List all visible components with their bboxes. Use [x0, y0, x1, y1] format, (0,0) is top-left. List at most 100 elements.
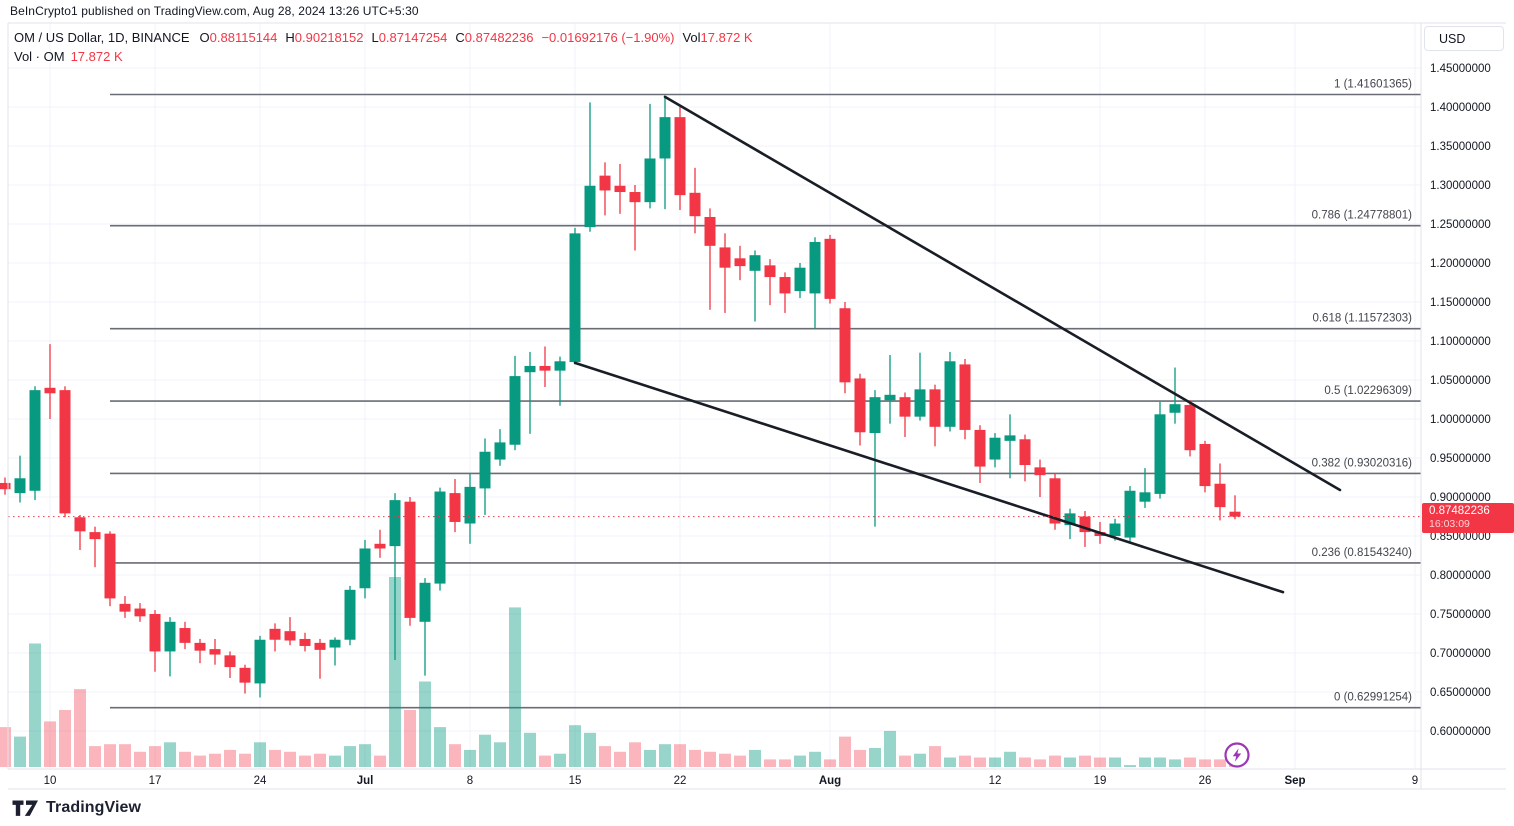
candle-body[interactable] [959, 364, 971, 430]
price-axis-label[interactable]: 1.10000000 [1430, 336, 1491, 348]
candle-body[interactable] [584, 185, 596, 228]
candle-body[interactable] [1154, 414, 1166, 494]
candle-body[interactable] [824, 238, 836, 299]
candle-body[interactable] [44, 387, 56, 394]
symbol-title[interactable]: OM / US Dollar, 1D, BINANCE [14, 30, 190, 45]
date-axis-label[interactable]: 15 [569, 775, 582, 787]
date-axis-label[interactable]: 19 [1094, 775, 1107, 787]
candle-body[interactable] [404, 501, 416, 618]
candle-body[interactable] [119, 603, 131, 612]
candle-body[interactable] [539, 365, 551, 371]
candle-body[interactable] [269, 628, 281, 640]
price-axis-label[interactable]: 1.05000000 [1430, 375, 1491, 387]
date-axis-label[interactable]: Jul [357, 775, 374, 787]
candle-body[interactable] [449, 493, 461, 522]
candle-body[interactable] [734, 258, 746, 267]
price-axis-label[interactable]: 0.95000000 [1430, 453, 1491, 465]
candle-body[interactable] [599, 175, 611, 191]
candle-body[interactable] [629, 192, 641, 203]
candle-body[interactable] [284, 631, 296, 641]
candle-body[interactable] [164, 621, 176, 652]
candle-body[interactable] [929, 389, 941, 427]
candle-body[interactable] [254, 639, 266, 684]
price-axis-label[interactable]: 0.85000000 [1430, 531, 1491, 543]
price-axis-label[interactable]: 0.75000000 [1430, 609, 1491, 621]
candle-body[interactable] [14, 478, 26, 494]
candle-body[interactable] [764, 265, 776, 278]
descending-trendline[interactable] [663, 95, 1342, 492]
date-axis-label[interactable]: 22 [674, 775, 687, 787]
price-axis-label[interactable]: 0.60000000 [1430, 726, 1491, 738]
volume-series-label[interactable]: Vol · OM [14, 49, 65, 64]
date-axis-label[interactable]: Sep [1284, 775, 1305, 787]
candle-body[interactable] [1019, 439, 1031, 466]
candle-body[interactable] [389, 500, 401, 547]
candle-body[interactable] [944, 361, 956, 427]
price-axis-label[interactable]: 1.45000000 [1430, 63, 1491, 75]
descending-trendline[interactable] [573, 361, 1285, 594]
candle-body[interactable] [299, 638, 311, 646]
candle-body[interactable] [464, 486, 476, 524]
price-axis-label[interactable]: 1.25000000 [1430, 219, 1491, 231]
candle-body[interactable] [419, 582, 431, 622]
tradingview-logo[interactable]: TradingView [12, 799, 141, 817]
candle-body[interactable] [1139, 492, 1151, 502]
price-axis-label[interactable]: 0.70000000 [1430, 648, 1491, 660]
candle-body[interactable] [914, 389, 926, 417]
candle-body[interactable] [554, 361, 566, 371]
date-axis-label[interactable]: 12 [989, 775, 1002, 787]
candle-body[interactable] [1079, 516, 1091, 533]
date-axis-label[interactable]: Aug [819, 775, 841, 787]
date-axis-label[interactable]: 17 [149, 775, 162, 787]
candle-body[interactable] [809, 241, 821, 294]
candle-body[interactable] [974, 429, 986, 467]
candle-body[interactable] [434, 491, 446, 584]
candle-body[interactable] [194, 642, 206, 651]
price-axis-label[interactable]: 1.35000000 [1430, 141, 1491, 153]
candle-body[interactable] [569, 233, 581, 363]
candle-body[interactable] [899, 397, 911, 417]
candle-body[interactable] [749, 255, 761, 271]
candle-body[interactable] [869, 397, 881, 434]
candle-body[interactable] [359, 548, 371, 589]
candle-body[interactable] [1199, 443, 1211, 487]
candle-body[interactable] [509, 376, 521, 445]
candle-body[interactable] [704, 216, 716, 246]
candle-body[interactable] [104, 533, 116, 599]
candle-body[interactable] [659, 117, 671, 159]
candle-body[interactable] [209, 649, 221, 655]
date-axis-label[interactable]: 8 [467, 775, 473, 787]
price-axis-label[interactable]: 0.90000000 [1430, 492, 1491, 504]
candle-body[interactable] [149, 614, 161, 652]
candle-body[interactable] [674, 117, 686, 196]
candle-body[interactable] [1169, 404, 1181, 413]
candle-body[interactable] [374, 543, 386, 549]
currency-toggle-button[interactable]: USD [1424, 26, 1504, 51]
candle-body[interactable] [1214, 483, 1226, 508]
candle-body[interactable] [479, 451, 491, 489]
candle-body[interactable] [224, 655, 236, 668]
candle-body[interactable] [719, 247, 731, 268]
candle-body[interactable] [1229, 511, 1241, 517]
candle-body[interactable] [239, 667, 251, 683]
price-axis-label[interactable]: 0.80000000 [1430, 570, 1491, 582]
candle-body[interactable] [854, 378, 866, 433]
candle-body[interactable] [1064, 513, 1076, 526]
candle-body[interactable] [839, 308, 851, 383]
candle-body[interactable] [1124, 490, 1136, 538]
candle-body[interactable] [89, 532, 101, 540]
price-axis-label[interactable]: 1.40000000 [1430, 102, 1491, 114]
candle-body[interactable] [989, 437, 1001, 460]
candle-body[interactable] [179, 628, 191, 643]
candle-body[interactable] [1184, 404, 1196, 451]
candle-body[interactable] [29, 390, 41, 491]
candle-body[interactable] [134, 608, 146, 617]
candle-body[interactable] [344, 589, 356, 640]
price-axis-label[interactable]: 1.30000000 [1430, 180, 1491, 192]
price-axis-label[interactable]: 0.65000000 [1430, 687, 1491, 699]
candle-body[interactable] [1004, 435, 1016, 441]
candle-body[interactable] [884, 394, 896, 401]
candle-body[interactable] [329, 639, 341, 648]
candle-body[interactable] [689, 192, 701, 217]
